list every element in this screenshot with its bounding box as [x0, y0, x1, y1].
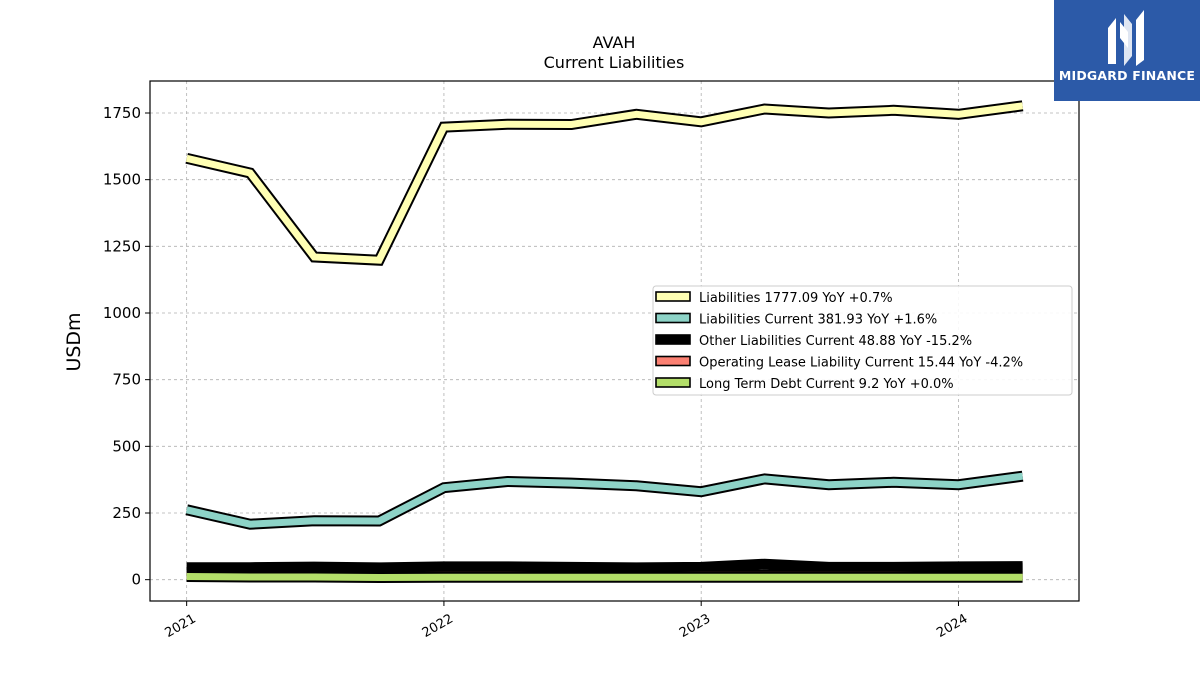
y-tick-label: 1000 [103, 304, 141, 322]
y-axis: 0 250 500 750 1000 1250 1500 1750 [103, 104, 150, 589]
plot-frame [149, 80, 1080, 602]
legend-swatch [655, 377, 691, 388]
legend-entry: Liabilities 1777.09 YoY +0.7% [699, 291, 893, 306]
series-line [186, 560, 1023, 572]
y-tick-label: 1250 [103, 237, 141, 255]
logo-mark-icon [1108, 10, 1144, 66]
legend: Liabilities 1777.09 YoY +0.7% Liabilities… [652, 285, 1073, 396]
x-tick-label: 2021 [162, 611, 198, 641]
series-long-term-debt-current [186, 571, 1023, 584]
series-line [185, 102, 1024, 264]
series-layer [185, 100, 1024, 584]
y-tick-label: 500 [112, 437, 141, 455]
chart-title: AVAH [593, 33, 636, 52]
legend-box [652, 285, 1073, 396]
y-tick-label: 0 [131, 571, 141, 589]
y-tick-label: 1750 [103, 104, 141, 122]
chart-subtitle: Current Liabilities [544, 53, 685, 72]
legend-swatch [655, 334, 691, 345]
series-liabilities [185, 100, 1024, 266]
y-tick-label: 250 [112, 504, 141, 522]
legend-entry: Long Term Debt Current 9.2 YoY +0.0% [699, 377, 954, 392]
series-other-liabilities-current [186, 558, 1023, 574]
series-liabilities-current [185, 470, 1024, 530]
y-tick-label: 1500 [103, 171, 141, 189]
series-line [186, 573, 1023, 582]
series-line [185, 472, 1024, 528]
legend-swatch [655, 312, 691, 324]
y-axis-label: USDm [63, 312, 85, 371]
brand-logo: MIDGARD FINANCE [1054, 0, 1200, 101]
x-tick-label: 2023 [677, 611, 713, 641]
y-tick-label: 750 [112, 371, 141, 389]
x-tick-label: 2022 [420, 611, 456, 641]
legend-entry: Liabilities Current 381.93 YoY +1.6% [699, 313, 937, 328]
legend-entry: Other Liabilities Current 48.88 YoY -15.… [699, 334, 972, 349]
x-axis: 2021 2022 2023 2024 [162, 601, 970, 641]
legend-swatch [655, 291, 691, 302]
series-outline [185, 100, 1024, 266]
logo-text: MIDGARD FINANCE [1058, 68, 1196, 83]
legend-swatch [655, 355, 691, 367]
x-tick-label: 2024 [934, 611, 970, 641]
legend-entry: Operating Lease Liability Current 15.44 … [699, 356, 1023, 371]
